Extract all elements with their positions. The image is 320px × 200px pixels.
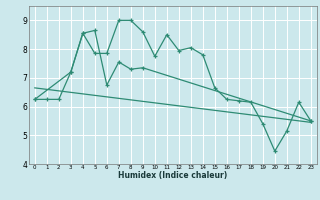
X-axis label: Humidex (Indice chaleur): Humidex (Indice chaleur): [118, 171, 228, 180]
